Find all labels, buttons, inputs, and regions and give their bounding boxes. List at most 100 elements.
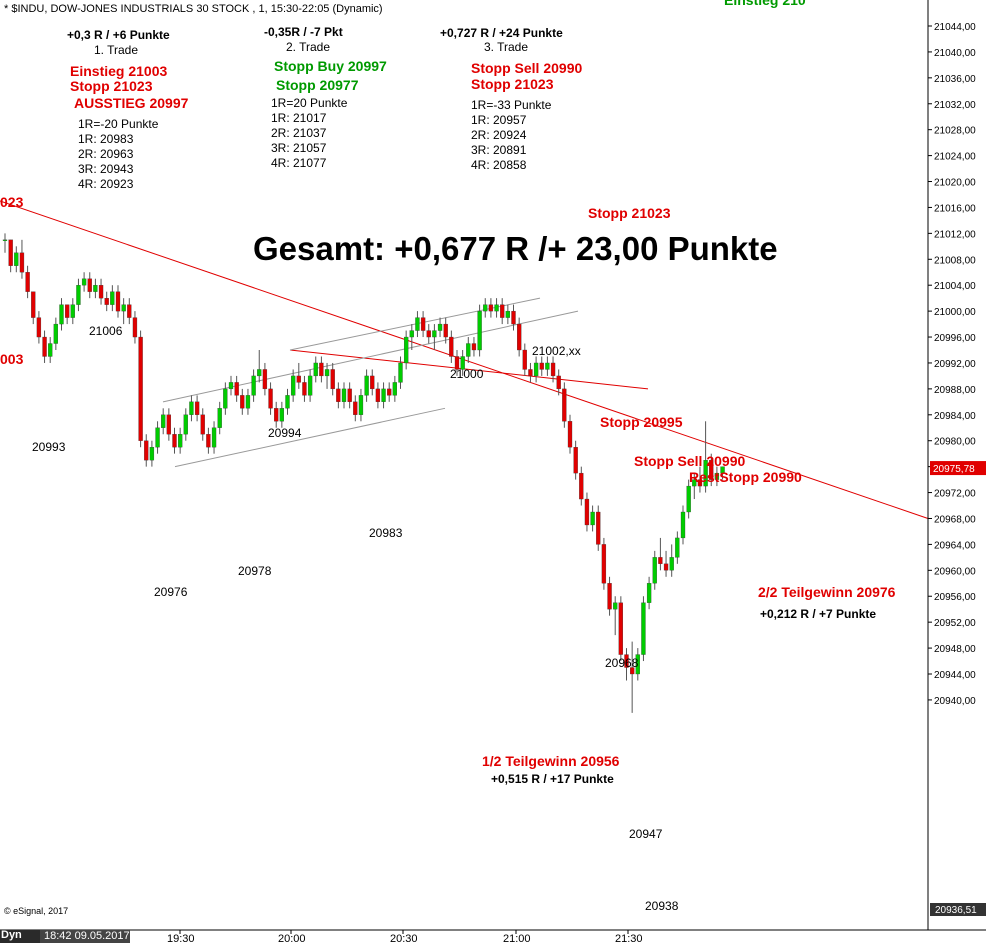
price-label-20968: 20968 bbox=[605, 656, 639, 670]
candle-body bbox=[658, 557, 663, 564]
candle-body bbox=[714, 472, 720, 480]
candle-body bbox=[42, 336, 47, 357]
entry-partial-label: Einstieg 210 bbox=[724, 0, 806, 8]
candle-body bbox=[127, 304, 132, 318]
price-tick-label: 21040,00 bbox=[934, 48, 976, 59]
candle-body bbox=[285, 395, 290, 409]
candle-body bbox=[635, 654, 640, 675]
target-line: 2R: 21037 bbox=[271, 126, 327, 140]
candle-body bbox=[330, 369, 335, 390]
candle-body bbox=[607, 583, 612, 610]
candle-body bbox=[290, 375, 296, 396]
candle-body bbox=[567, 421, 573, 448]
price-tick-label: 20952,00 bbox=[934, 618, 976, 629]
price-label-20994: 20994 bbox=[268, 426, 302, 440]
candle-body bbox=[358, 395, 364, 415]
candle-body bbox=[630, 667, 635, 675]
price-tick-label: 20940,00 bbox=[934, 696, 976, 707]
candle-body bbox=[392, 382, 398, 396]
candle-body bbox=[692, 479, 697, 487]
candle-body bbox=[319, 362, 324, 377]
candle-body bbox=[641, 602, 646, 655]
candle-body bbox=[584, 498, 590, 526]
candle-body bbox=[596, 511, 601, 545]
chart-header-title: * $INDU, DOW-JONES INDUSTRIALS 30 STOCK … bbox=[4, 3, 383, 15]
price-tick-label: 21000,00 bbox=[934, 307, 976, 318]
candle-body bbox=[432, 330, 437, 338]
stop-20995-label: Stopp 20995 bbox=[600, 414, 683, 430]
candle-body bbox=[505, 310, 511, 318]
candle-body bbox=[646, 583, 652, 603]
price-tick-label: 21008,00 bbox=[934, 255, 976, 266]
candle-body bbox=[528, 369, 533, 377]
candle-body bbox=[110, 291, 115, 305]
candle-body bbox=[313, 362, 318, 377]
candle-body bbox=[409, 330, 414, 338]
candle-body bbox=[364, 375, 369, 396]
candle-body bbox=[545, 362, 550, 370]
candle-body bbox=[36, 317, 42, 338]
candle-body bbox=[618, 602, 623, 655]
candle-body bbox=[579, 472, 584, 500]
candle-body bbox=[398, 362, 403, 383]
candle-body bbox=[449, 336, 454, 357]
candle-body bbox=[189, 401, 194, 415]
candle-body bbox=[268, 388, 273, 409]
candle-body bbox=[652, 557, 657, 584]
candle-body bbox=[471, 343, 477, 351]
stop-sell-label: Stopp Sell 20990 bbox=[634, 453, 746, 469]
price-tick-label: 20996,00 bbox=[934, 333, 976, 344]
time-tick-label: 21:30 bbox=[615, 933, 643, 943]
price-tick-label: 20960,00 bbox=[934, 566, 976, 577]
candle-body bbox=[14, 252, 19, 266]
price-label-20983: 20983 bbox=[369, 526, 403, 540]
candle-body bbox=[483, 304, 488, 312]
candle-body bbox=[234, 382, 239, 396]
price-tick-label: 20988,00 bbox=[934, 385, 976, 396]
candle-body bbox=[53, 323, 58, 344]
price-label-20993: 20993 bbox=[32, 440, 66, 454]
trade1-entry: Einstieg 21003 bbox=[70, 63, 168, 79]
target-line: 4R: 20923 bbox=[78, 177, 134, 191]
candle-body bbox=[511, 310, 516, 325]
price-label-20978: 20978 bbox=[238, 564, 272, 578]
trade2-targets: 1R=20 Punkte 1R: 21017 2R: 21037 3R: 210… bbox=[271, 96, 347, 171]
candle-body bbox=[341, 388, 347, 402]
candle-body bbox=[279, 408, 285, 422]
half-profit-result: +0,515 R / +17 Punkte bbox=[491, 772, 614, 786]
trade1-result: +0,3 R / +6 Punkte bbox=[67, 28, 170, 42]
candle-body bbox=[415, 317, 420, 331]
time-tick-label: 20:00 bbox=[278, 933, 306, 943]
target-line: 4R: 21077 bbox=[271, 156, 327, 170]
trade3-targets: 1R=-33 Punkte 1R: 20957 2R: 20924 3R: 20… bbox=[471, 98, 551, 173]
dynamic-mode-label: Dyn bbox=[1, 929, 22, 941]
candle-body bbox=[155, 427, 160, 448]
price-tick-label: 21004,00 bbox=[934, 281, 976, 292]
candle-body bbox=[624, 654, 629, 668]
target-line: 3R: 20891 bbox=[471, 143, 527, 157]
target-line: 1R=-20 Punkte bbox=[78, 117, 159, 131]
candle-body bbox=[115, 291, 121, 312]
total-result-heading: Gesamt: +0,677 R /+ 23,00 Punkte bbox=[253, 230, 778, 267]
candle-body bbox=[556, 375, 561, 390]
candle-body bbox=[720, 466, 725, 474]
price-tick-label: 20968,00 bbox=[934, 514, 976, 525]
price-label-20947: 20947 bbox=[629, 827, 663, 841]
candle-body bbox=[437, 323, 443, 331]
trade2-name: 2. Trade bbox=[286, 40, 331, 54]
candle-body bbox=[387, 388, 392, 396]
candle-body bbox=[81, 278, 87, 286]
price-label-21000: 21000 bbox=[450, 367, 484, 381]
candle-body bbox=[680, 511, 686, 539]
candle-body bbox=[183, 414, 188, 435]
price-tick-label: 20980,00 bbox=[934, 437, 976, 448]
candle-body bbox=[454, 356, 460, 370]
target-line: 1R: 20983 bbox=[78, 132, 134, 146]
candle-body bbox=[488, 304, 494, 312]
candle-body bbox=[697, 479, 703, 487]
candle-body bbox=[550, 362, 556, 377]
copyright-text: © eSignal, 2017 bbox=[4, 906, 69, 916]
price-label-20976: 20976 bbox=[154, 585, 188, 599]
price-tick-label: 20984,00 bbox=[934, 411, 976, 422]
